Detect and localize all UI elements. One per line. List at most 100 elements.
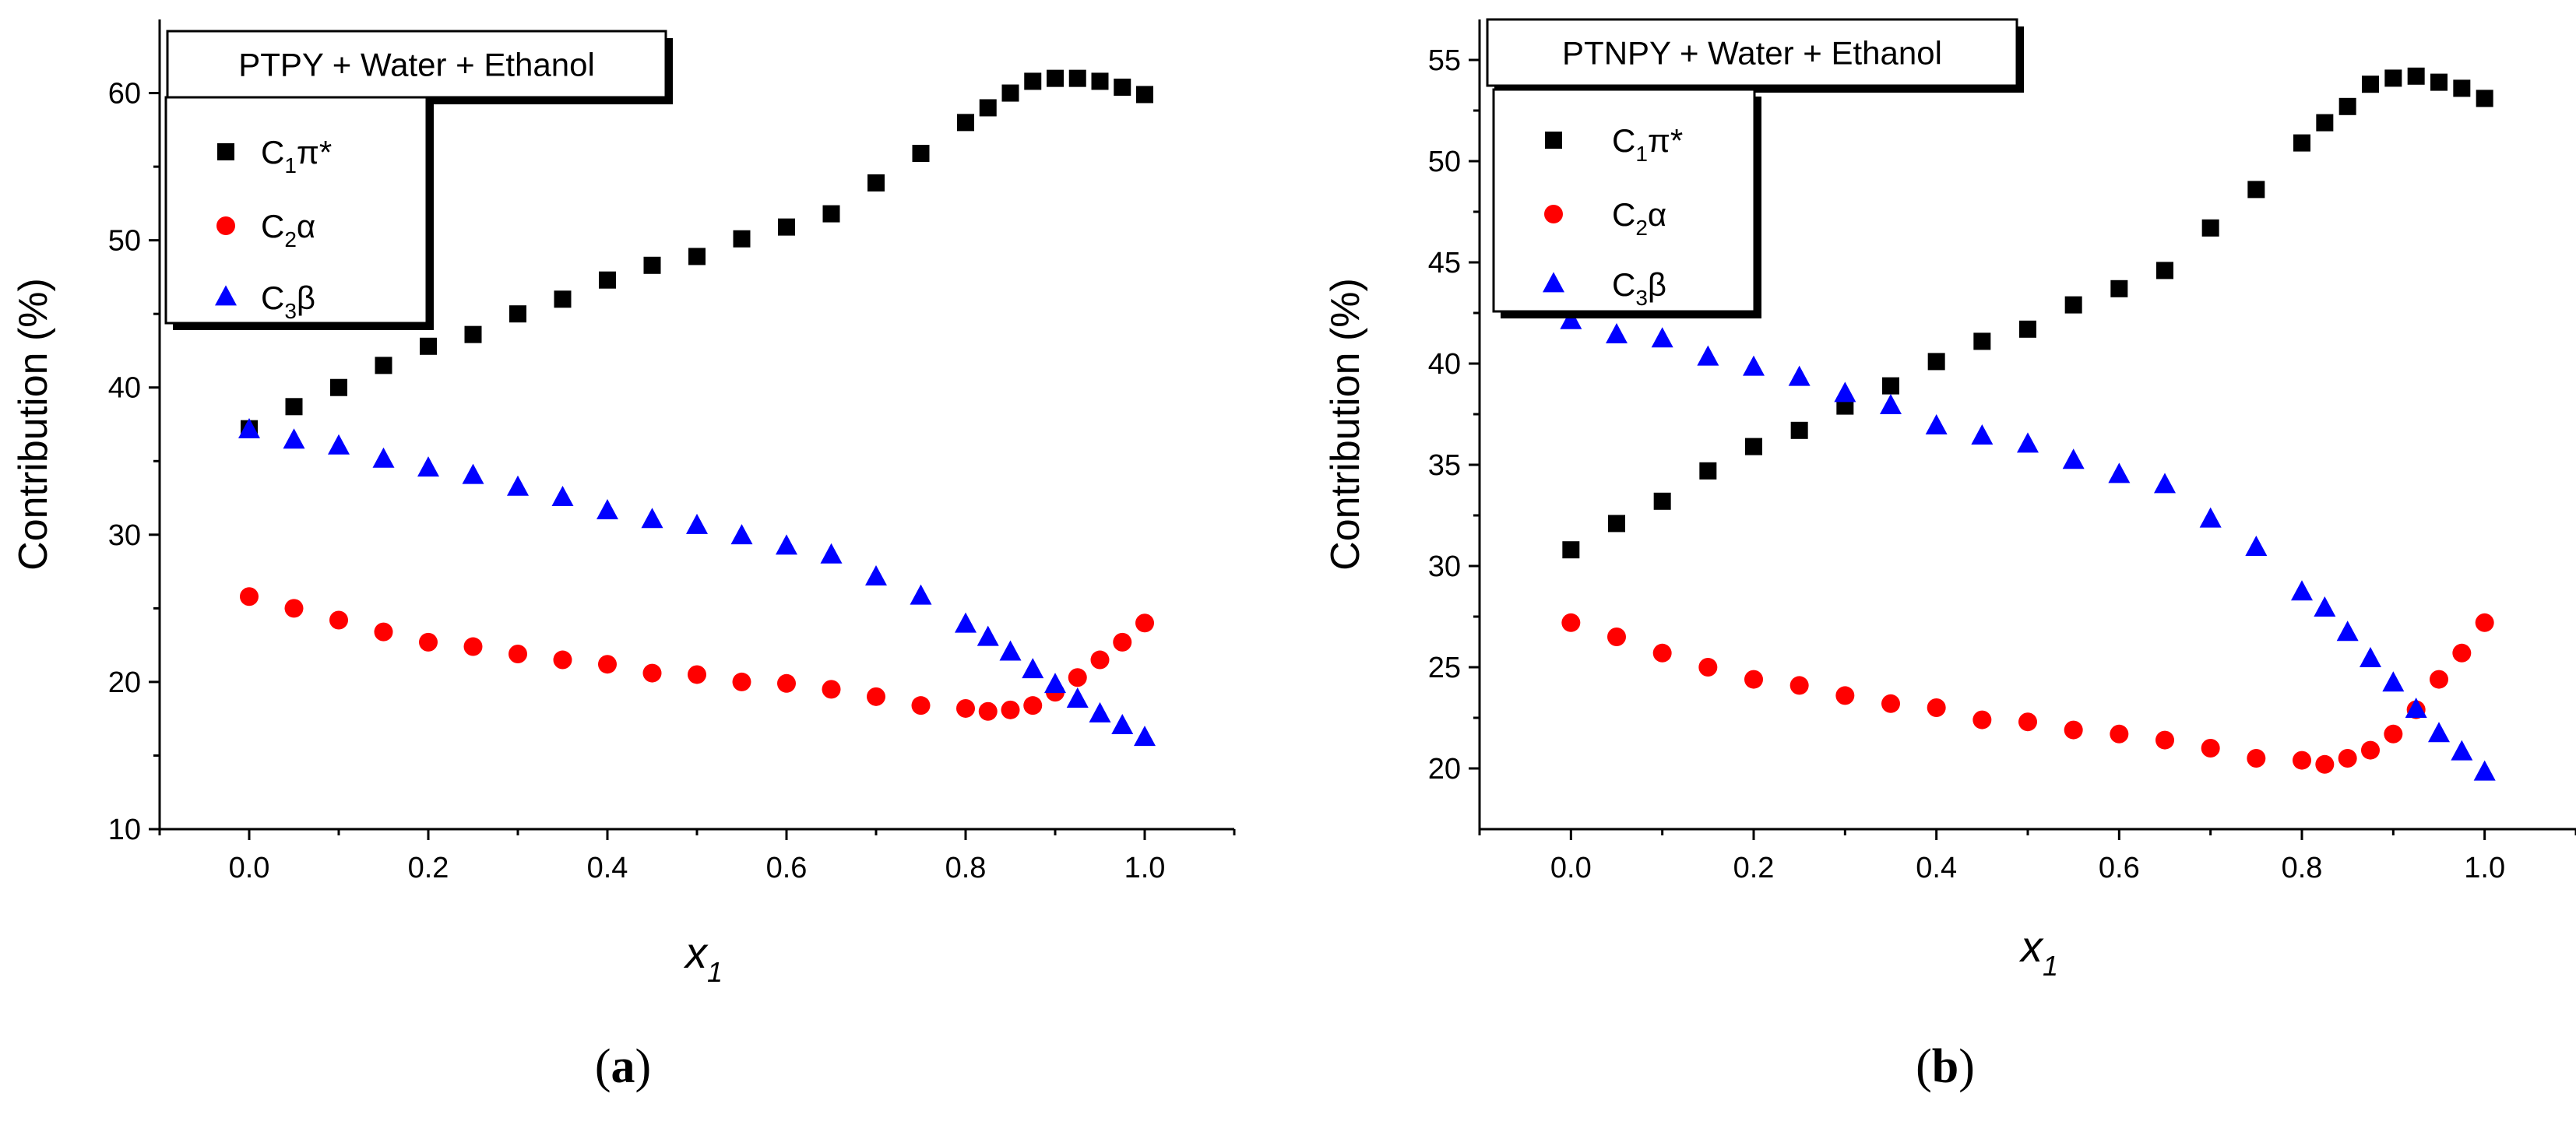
data-point-triangle (596, 498, 618, 519)
data-point-square (1562, 541, 1580, 559)
data-point-square (822, 205, 840, 223)
x-axis-label-main: x (683, 928, 709, 977)
legend-label-main: C (1612, 196, 1635, 233)
data-point-circle (1744, 670, 1763, 689)
x-tick-label: 0.8 (945, 852, 987, 884)
y-tick-label: 60 (108, 78, 141, 111)
data-point-square (2476, 90, 2493, 107)
data-point-square (688, 248, 706, 265)
data-point-triangle (1880, 394, 1902, 414)
data-point-square (2019, 320, 2036, 338)
data-point-square (2338, 97, 2356, 115)
data-point-square (2064, 296, 2082, 314)
data-point-square (867, 174, 885, 192)
data-point-triangle (910, 584, 932, 605)
data-point-triangle (2062, 448, 2085, 469)
data-point-triangle (776, 534, 797, 555)
y-tick-label: 30 (108, 519, 141, 552)
data-point-triangle (686, 513, 708, 534)
data-point-square (1745, 438, 1762, 455)
legend-box (164, 96, 428, 325)
data-point-circle (2338, 749, 2357, 768)
data-point-square (2316, 114, 2334, 132)
data-point-square (2384, 69, 2402, 87)
x-axis-label: x1 (2018, 922, 2058, 982)
chart-title: PTNPY + Water + Ethanol (1562, 35, 1942, 72)
x-axis-label: x1 (683, 928, 723, 988)
data-point-square (1699, 462, 1717, 480)
legend-label: C3β (261, 279, 315, 323)
data-point-circle (732, 672, 751, 691)
data-point-triangle (2017, 432, 2039, 453)
data-point-triangle (1651, 327, 1673, 348)
legend-marker-triangle (1543, 272, 1564, 293)
data-point-square (554, 290, 572, 308)
legend-label-symbol: β (1648, 266, 1666, 303)
legend-label: C1π* (261, 134, 332, 178)
panel-caption: (a) (595, 1040, 651, 1093)
data-point-triangle (1606, 323, 1628, 343)
legend-label-subscript: 3 (284, 299, 297, 323)
data-point-square (1790, 421, 1808, 439)
data-point-square (2430, 73, 2448, 91)
data-point-circle (978, 701, 998, 721)
data-point-triangle (1089, 701, 1111, 722)
legend-marker-circle (1544, 205, 1563, 223)
data-point-square (1653, 492, 1671, 510)
data-point-triangle (999, 640, 1022, 661)
data-point-triangle (2291, 580, 2313, 601)
legend-label-symbol: π* (1648, 122, 1683, 159)
data-point-square (2247, 181, 2265, 199)
data-point-square (1973, 332, 1991, 350)
data-point-square (2453, 79, 2471, 97)
data-point-triangle (2382, 671, 2405, 692)
caption-close-paren: ) (1958, 1040, 1975, 1093)
panel-caption: (b) (1916, 1040, 1975, 1093)
data-point-circle (2110, 724, 2129, 744)
legend-marker-square (1545, 132, 1562, 149)
data-point-circle (956, 698, 975, 718)
data-point-circle (2018, 712, 2037, 732)
series-1 (1562, 67, 2493, 559)
data-point-triangle (2314, 596, 2336, 617)
legend-marker-square (217, 143, 234, 160)
data-point-circle (1113, 632, 1132, 652)
data-point-triangle (2336, 621, 2359, 642)
data-point-square (778, 218, 795, 236)
data-point-square (1001, 84, 1019, 102)
data-point-square (1927, 353, 1945, 371)
data-point-square (330, 378, 347, 396)
x-axis-label-main: x (2018, 922, 2044, 971)
y-tick-label: 45 (1428, 247, 1461, 279)
caption-open-paren: ( (595, 1040, 611, 1093)
data-point-triangle (328, 434, 350, 455)
y-tick-label: 20 (108, 666, 141, 699)
data-point-triangle (1134, 726, 1156, 747)
data-point-square (464, 325, 482, 343)
data-point-circle (1561, 613, 1581, 632)
x-tick-label: 1.0 (2464, 852, 2505, 884)
data-point-circle (553, 650, 572, 670)
data-point-triangle (1971, 424, 1994, 445)
data-point-circle (1835, 686, 1855, 705)
data-point-square (1114, 78, 1131, 96)
legend-label: C2α (261, 208, 315, 251)
caption-close-paren: ) (635, 1040, 652, 1093)
data-point-circle (2430, 670, 2448, 689)
data-point-circle (2361, 740, 2380, 760)
data-point-triangle (977, 625, 999, 646)
chart-panel-a: 10 20 30 40 50 60 0.0 0.2 0.4 0.6 0.8 1.0 Contributi… (11, 19, 1236, 1093)
data-point-square (2110, 279, 2128, 297)
series-3 (1560, 308, 2496, 781)
data-point-circle (2201, 739, 2220, 758)
x-tick-label: 0.4 (1916, 852, 1957, 884)
data-point-circle (1881, 694, 1900, 713)
data-point-circle (2384, 724, 2403, 744)
data-point-triangle (1788, 365, 1811, 386)
data-point-triangle (417, 456, 439, 477)
data-point-triangle (955, 612, 977, 633)
data-point-square (979, 99, 997, 117)
data-point-circle (2155, 730, 2174, 750)
data-point-square (2201, 219, 2219, 237)
legend-label: C2α (1612, 196, 1666, 240)
